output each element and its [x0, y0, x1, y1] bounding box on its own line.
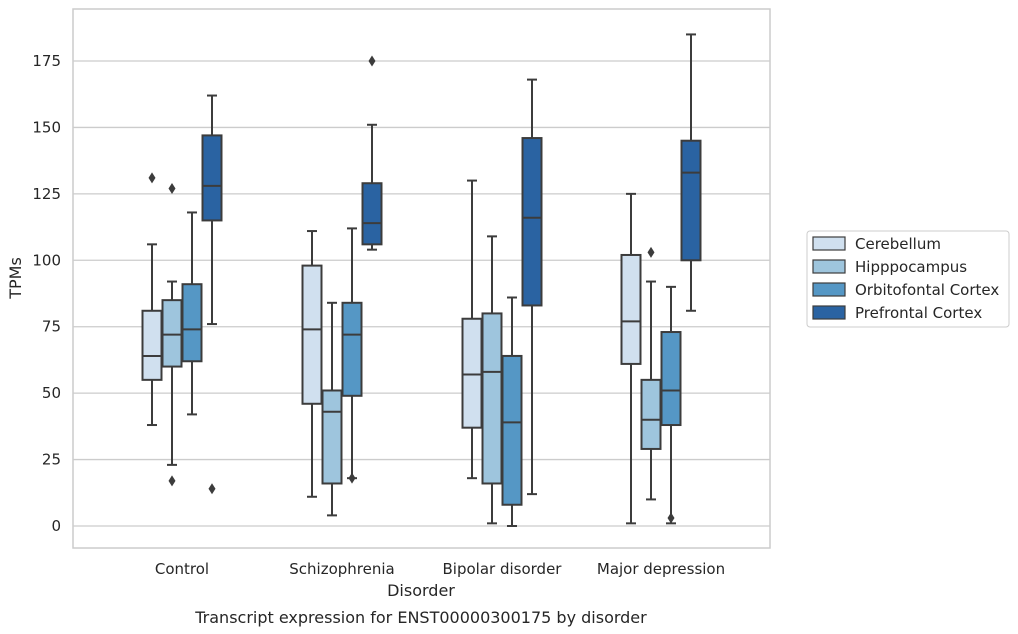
box-major-depression	[680, 33, 702, 312]
legend-swatch	[812, 282, 846, 297]
box-major-depression	[640, 246, 662, 501]
box-iqr	[181, 283, 203, 363]
box-iqr	[301, 264, 323, 405]
legend-label: Cerebellum	[855, 235, 941, 253]
box-iqr	[141, 309, 163, 381]
y-tick-label: 100	[32, 251, 61, 269]
legend-frame	[806, 230, 1010, 328]
x-tick-labels: Control Schizophrenia Bipolar disorder Majo…	[155, 560, 725, 578]
legend-label: Prefrontal Cortex	[855, 304, 982, 322]
legend-label: Hipppocampus	[855, 258, 967, 276]
y-tick-label: 25	[42, 451, 61, 469]
x-axis-label: Disorder	[387, 581, 455, 600]
x-tick-label: Major depression	[597, 560, 725, 578]
box-iqr	[361, 182, 383, 246]
box-major-depression	[620, 192, 642, 525]
box-iqr	[161, 299, 183, 368]
box-iqr	[640, 378, 662, 450]
box-schizophrenia	[321, 301, 343, 517]
box-groups	[141, 33, 702, 527]
box-control	[181, 211, 203, 416]
box-control	[201, 94, 223, 495]
box-major-depression	[660, 285, 682, 525]
outlier-point	[148, 172, 156, 184]
box-bipolar-disorder	[461, 179, 483, 480]
legend-swatch	[812, 236, 846, 251]
series-cerebellum	[141, 172, 642, 525]
box-iqr	[321, 389, 343, 485]
legend-item: Hipppocampus	[812, 258, 967, 276]
box-iqr	[501, 354, 523, 506]
box-iqr	[201, 134, 223, 222]
legend-item: Orbitofontal Cortex	[812, 281, 999, 299]
legend-item: Prefrontal Cortex	[812, 304, 982, 322]
y-tick-labels: 0 25 50 75 100 125 150 175	[32, 52, 61, 535]
grid-lines	[73, 60, 770, 527]
x-tick-label: Control	[155, 560, 209, 578]
box-schizophrenia	[341, 227, 363, 484]
legend-swatch	[812, 305, 846, 320]
box-iqr	[660, 331, 682, 427]
series-orbitofontal-cortex	[181, 211, 682, 527]
outlier-point	[208, 483, 216, 495]
legend-swatch	[812, 259, 846, 274]
box-iqr	[461, 317, 483, 429]
box-iqr	[680, 139, 702, 262]
outlier-point	[168, 475, 176, 487]
outlier-point	[168, 183, 176, 195]
outlier-point	[348, 472, 356, 484]
plot-frame	[72, 8, 771, 549]
legend: Cerebellum Hipppocampus Orbitofontal Corte…	[806, 230, 1010, 328]
outlier-point	[667, 512, 675, 524]
y-tick-label: 125	[32, 185, 61, 203]
box-control	[141, 172, 163, 427]
outlier-point	[647, 246, 655, 258]
box-iqr	[521, 137, 543, 307]
box-iqr	[481, 312, 503, 485]
y-tick-label: 175	[32, 52, 61, 70]
box-iqr	[341, 301, 363, 397]
x-tick-label: Schizophrenia	[289, 560, 394, 578]
chart-caption: Transcript expression for ENST0000030017…	[194, 608, 647, 627]
series-hipppocampus	[161, 183, 662, 525]
box-bipolar-disorder	[501, 296, 523, 527]
box-control	[161, 183, 183, 487]
y-tick-label: 75	[42, 318, 61, 336]
y-tick-label: 150	[32, 118, 61, 136]
x-tick-label: Bipolar disorder	[443, 560, 563, 578]
legend-label: Orbitofontal Cortex	[855, 281, 999, 299]
box-bipolar-disorder	[481, 235, 503, 525]
legend-item: Cerebellum	[812, 235, 941, 253]
box-iqr	[620, 253, 642, 365]
series-prefrontal-cortex	[201, 33, 702, 496]
y-tick-label: 50	[42, 384, 61, 402]
box-schizophrenia	[361, 55, 383, 251]
y-tick-label: 0	[51, 517, 61, 535]
box-bipolar-disorder	[521, 78, 543, 496]
box-schizophrenia	[301, 230, 323, 498]
y-axis-label: TPMs	[6, 257, 25, 300]
outlier-point	[368, 55, 376, 67]
